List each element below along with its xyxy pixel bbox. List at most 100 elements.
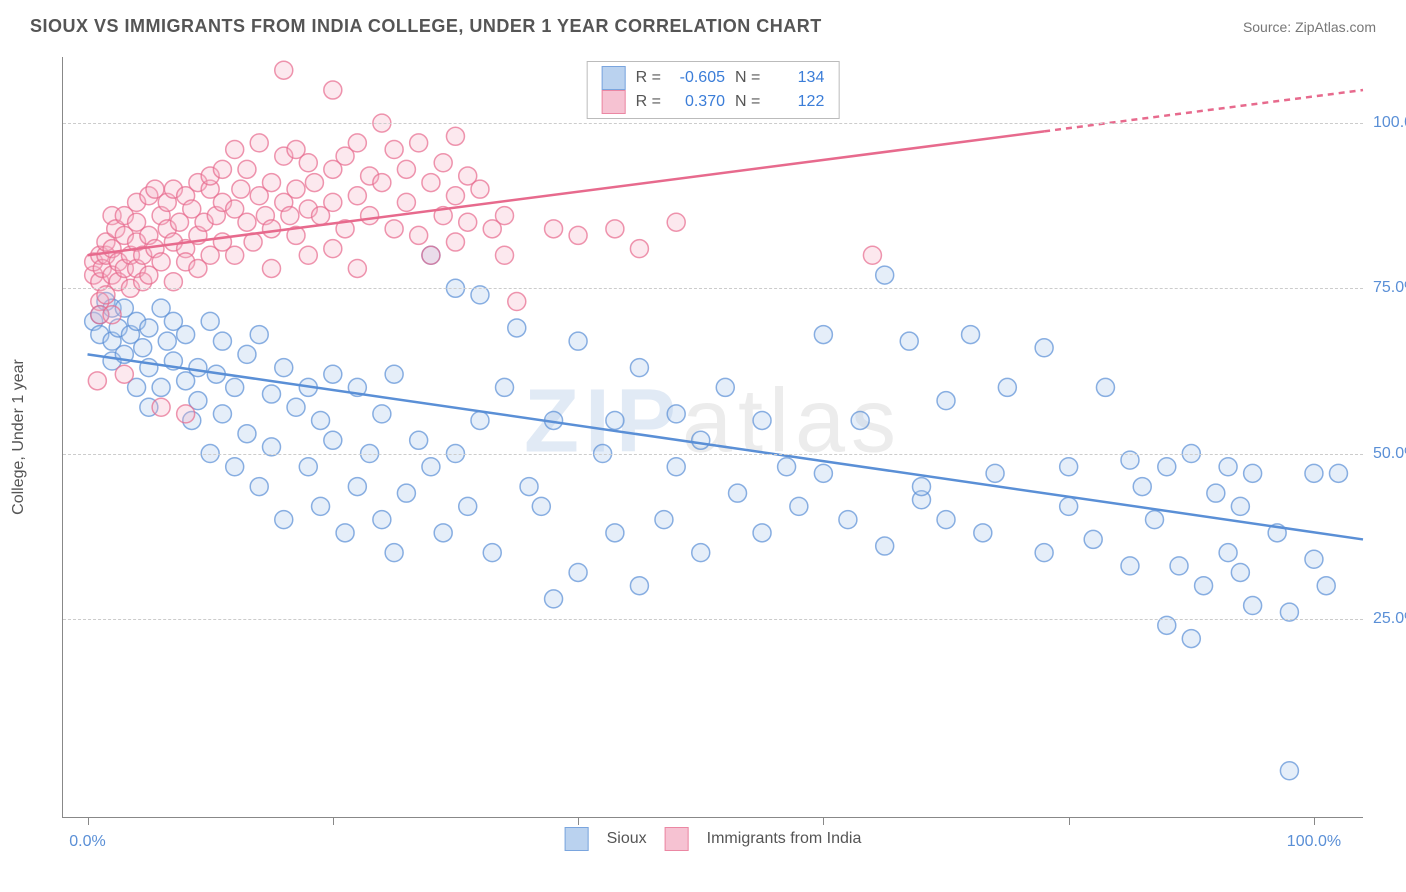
data-point <box>275 359 293 377</box>
legend-stats-row: R = -0.605 N = 134 <box>602 66 825 90</box>
x-tick-label: 100.0% <box>1287 833 1341 851</box>
data-point <box>1146 511 1164 529</box>
data-point <box>459 497 477 515</box>
data-point <box>496 207 514 225</box>
data-point <box>275 511 293 529</box>
data-point <box>1035 339 1053 357</box>
data-point <box>348 187 366 205</box>
data-point <box>287 180 305 198</box>
x-tick-label: 0.0% <box>69 833 105 851</box>
data-point <box>385 365 403 383</box>
data-point <box>1096 378 1114 396</box>
grid-line <box>63 454 1363 455</box>
data-point <box>814 326 832 344</box>
grid-line <box>63 288 1363 289</box>
chart-header: SIOUX VS IMMIGRANTS FROM INDIA COLLEGE, … <box>0 0 1406 37</box>
x-tick <box>823 817 824 825</box>
data-point <box>177 326 195 344</box>
data-point <box>88 372 106 390</box>
data-point <box>250 326 268 344</box>
data-point <box>397 193 415 211</box>
data-point <box>324 365 342 383</box>
data-point <box>336 524 354 542</box>
data-point <box>1060 497 1078 515</box>
data-point <box>496 246 514 264</box>
data-point <box>213 405 231 423</box>
data-point <box>1121 557 1139 575</box>
r-value-india: 0.370 <box>671 93 725 111</box>
plot-svg <box>63 57 1363 817</box>
data-point <box>213 332 231 350</box>
legend-stats-box: R = -0.605 N = 134 R = 0.370 N = 122 <box>587 61 840 119</box>
data-point <box>397 160 415 178</box>
data-point <box>912 478 930 496</box>
data-point <box>1329 464 1347 482</box>
data-point <box>103 306 121 324</box>
data-point <box>238 345 256 363</box>
data-point <box>729 484 747 502</box>
data-point <box>998 378 1016 396</box>
data-point <box>508 293 526 311</box>
data-point <box>692 431 710 449</box>
data-point <box>446 127 464 145</box>
data-point <box>232 180 250 198</box>
data-point <box>459 213 477 231</box>
data-point <box>520 478 538 496</box>
data-point <box>152 378 170 396</box>
data-point <box>1133 478 1151 496</box>
n-value-india: 122 <box>770 93 824 111</box>
data-point <box>115 365 133 383</box>
source-label: Source: <box>1243 19 1295 35</box>
data-point <box>483 544 501 562</box>
legend-stats-row: R = 0.370 N = 122 <box>602 90 825 114</box>
data-point <box>630 359 648 377</box>
data-point <box>312 411 330 429</box>
data-point <box>213 160 231 178</box>
legend-name-india: Immigrants from India <box>707 830 862 848</box>
data-point <box>974 524 992 542</box>
data-point <box>373 405 391 423</box>
legend-swatch-india <box>602 90 626 114</box>
data-point <box>446 233 464 251</box>
data-point <box>753 411 771 429</box>
data-point <box>753 524 771 542</box>
data-point <box>446 187 464 205</box>
data-point <box>238 425 256 443</box>
data-point <box>250 134 268 152</box>
y-tick-label: 75.0% <box>1373 279 1406 297</box>
data-point <box>410 431 428 449</box>
data-point <box>238 213 256 231</box>
data-point <box>863 246 881 264</box>
n-value-sioux: 134 <box>770 69 824 87</box>
data-point <box>262 259 280 277</box>
data-point <box>606 220 624 238</box>
data-point <box>692 544 710 562</box>
data-point <box>1231 563 1249 581</box>
data-point <box>140 319 158 337</box>
data-point <box>569 226 587 244</box>
data-point <box>361 207 379 225</box>
data-point <box>134 339 152 357</box>
data-point <box>348 134 366 152</box>
data-point <box>508 319 526 337</box>
data-point <box>299 458 317 476</box>
data-point <box>262 220 280 238</box>
x-tick <box>1314 817 1315 825</box>
source-attribution: Source: ZipAtlas.com <box>1243 19 1376 35</box>
data-point <box>152 398 170 416</box>
bottom-legend: Sioux Immigrants from India <box>565 827 862 851</box>
y-tick-label: 50.0% <box>1373 445 1406 463</box>
y-tick-label: 100.0% <box>1373 114 1406 132</box>
data-point <box>385 544 403 562</box>
data-point <box>422 174 440 192</box>
r-value-sioux: -0.605 <box>671 69 725 87</box>
legend-swatch-sioux <box>565 827 589 851</box>
data-point <box>299 246 317 264</box>
data-point <box>1219 458 1237 476</box>
data-point <box>410 134 428 152</box>
data-point <box>986 464 1004 482</box>
y-tick-label: 25.0% <box>1373 610 1406 628</box>
legend-swatch-india <box>665 827 689 851</box>
data-point <box>545 220 563 238</box>
data-point <box>496 378 514 396</box>
